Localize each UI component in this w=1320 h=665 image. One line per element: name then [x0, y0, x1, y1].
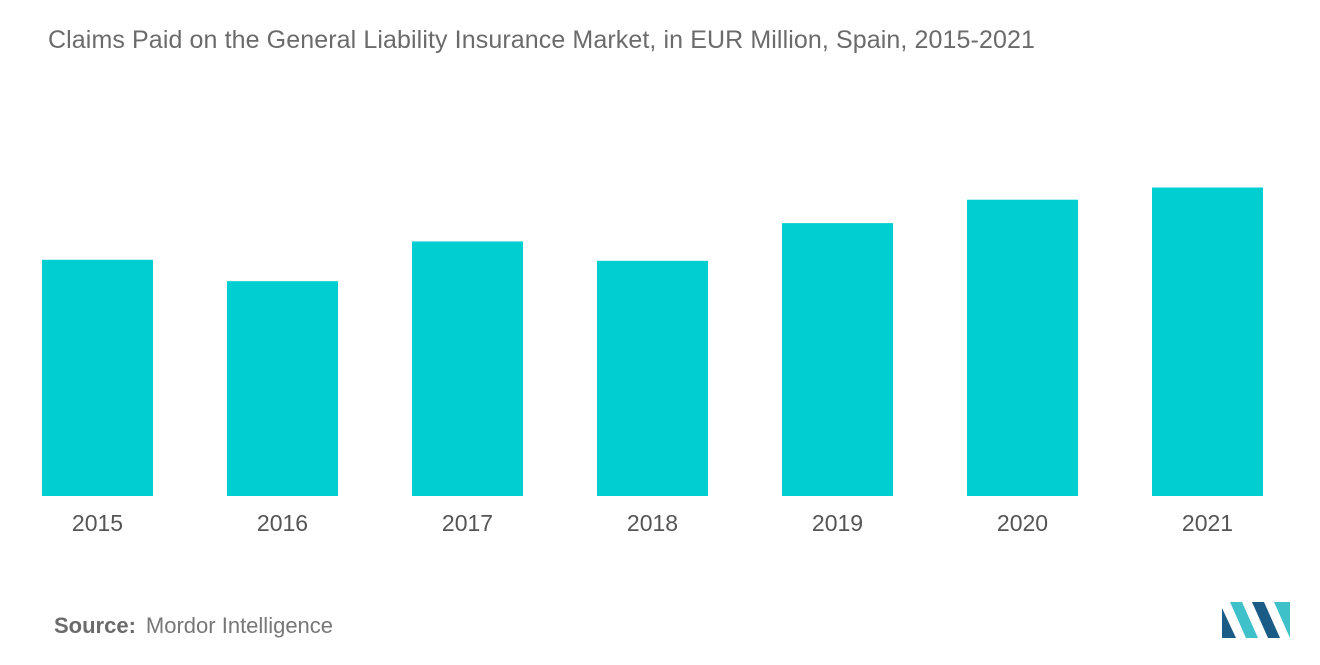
bar-2016	[227, 281, 338, 496]
x-tick-2015: 2015	[72, 510, 123, 536]
x-tick-2016: 2016	[257, 510, 308, 536]
x-tick-2019: 2019	[812, 510, 863, 536]
bar-2015	[42, 259, 153, 496]
x-tick-labels: 2015 2016 2017 2018 2019 2020 2021	[72, 510, 1233, 536]
bar-2021	[1152, 187, 1263, 496]
bar-2019	[782, 223, 893, 497]
x-tick-2020: 2020	[997, 510, 1048, 536]
x-tick-2017: 2017	[442, 510, 493, 536]
source-label: Source:	[54, 613, 136, 638]
bar-2018	[597, 260, 708, 496]
source-value: Mordor Intelligence	[145, 613, 334, 638]
source-line: Source: Mordor Intelligence	[54, 613, 333, 639]
bar-2017	[412, 241, 523, 496]
bars-group	[42, 187, 1263, 497]
chart-title: Claims Paid on the General Liability Ins…	[48, 26, 1035, 54]
bar-2020	[967, 199, 1078, 496]
x-tick-2018: 2018	[627, 510, 678, 536]
mordor-intelligence-logo-icon	[1222, 602, 1290, 638]
x-tick-2021: 2021	[1182, 510, 1233, 536]
bar-chart: 2015 2016 2017 2018 2019 2020 2021	[42, 187, 1263, 536]
